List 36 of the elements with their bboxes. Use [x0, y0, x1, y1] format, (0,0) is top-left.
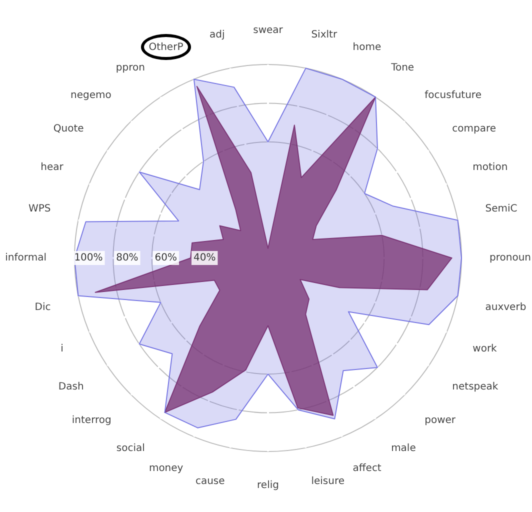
spoke-label: i — [60, 343, 64, 354]
spoke-label: ppron — [116, 62, 145, 74]
spoke-label: swear — [253, 25, 284, 36]
spoke-label: informal — [5, 252, 46, 264]
spoke-label: work — [472, 343, 498, 354]
spoke-label: money — [148, 463, 184, 474]
y-tick-label: 40% — [193, 252, 216, 264]
spoke-label: netspeak — [452, 382, 498, 393]
spoke-label: adj — [210, 29, 225, 40]
spoke-label: Tone — [390, 62, 414, 74]
spoke-label: social — [116, 442, 145, 454]
spoke-label: Dic — [34, 302, 51, 313]
spoke-label: affect — [352, 463, 382, 474]
y-tick-label: 80% — [116, 252, 138, 264]
spoke-label: hear — [40, 162, 64, 173]
spoke-label: OtherP — [148, 42, 184, 53]
y-tick-label: 60% — [154, 252, 178, 264]
spoke-label: focusfuture — [424, 90, 482, 101]
spoke-label: auxverb — [485, 302, 526, 313]
y-tick-label: 100% — [74, 252, 103, 264]
spoke-label: male — [391, 442, 416, 454]
spoke-label: motion — [472, 162, 508, 173]
spoke-label: Quote — [53, 124, 84, 135]
spoke-label: pronoun — [490, 252, 532, 264]
spoke-label: Dash — [58, 382, 84, 393]
spoke-label: power — [424, 415, 456, 426]
spoke-label: relig — [257, 480, 279, 492]
spoke-label: compare — [452, 124, 496, 135]
spoke-label: negemo — [70, 90, 112, 101]
spoke-label: interrog — [72, 415, 112, 426]
spoke-label: SemiC — [485, 203, 518, 214]
spoke-label: leisure — [311, 476, 345, 487]
spoke-label: cause — [195, 476, 225, 487]
spoke-label: WPS — [28, 203, 51, 214]
spoke-label: home — [352, 42, 382, 53]
spoke-label: Sixltr — [311, 29, 338, 40]
